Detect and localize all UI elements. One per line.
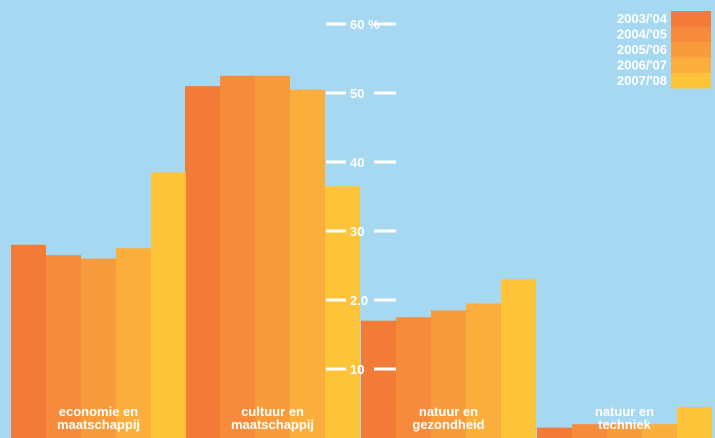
- bar-3-0: [537, 427, 572, 438]
- bar-2-1: [396, 317, 431, 438]
- category-label-0-0: economie en: [59, 404, 139, 419]
- y-tick-label-40: 40: [350, 155, 364, 170]
- y-tick-label-30: 30: [350, 224, 364, 239]
- category-label-2-0: natuur en: [419, 404, 478, 419]
- bar-3-2: [607, 424, 642, 438]
- bar-3-4: [677, 406, 712, 438]
- legend-swatch-3: [671, 57, 711, 73]
- bar-0-2: [81, 258, 116, 438]
- category-label-0-1: maatschappij: [57, 417, 140, 432]
- category-label-2-1: gezondheid: [412, 417, 484, 432]
- bar-0-3: [116, 248, 151, 438]
- legend-swatch-1: [671, 26, 711, 42]
- bar-2-2: [431, 310, 466, 438]
- bar-0-4: [151, 172, 186, 438]
- bar-1-3: [290, 89, 325, 438]
- y-axis: 10 2.0 30 40 50 60 %: [326, 17, 396, 377]
- bar-1-0: [185, 86, 220, 438]
- legend-label-3: 2006/'07: [617, 58, 667, 73]
- legend-label-1: 2004/'05: [617, 27, 667, 42]
- bar-1-2: [255, 75, 290, 438]
- category-label-1-1: maatschappij: [231, 417, 314, 432]
- y-tick-label-20: 2.0: [350, 293, 368, 308]
- bar-3-1: [572, 424, 607, 438]
- legend-label-0: 2003/'04: [617, 11, 668, 26]
- y-tick-label-60: 60 %: [350, 17, 380, 32]
- bars-layer: [11, 75, 712, 438]
- bar-0-0: [11, 244, 46, 438]
- y-tick-label-10: 10: [350, 362, 364, 377]
- legend-swatch-0: [671, 11, 711, 27]
- bar-2-4: [501, 279, 536, 438]
- y-tick-label-50: 50: [350, 86, 364, 101]
- bar-2-3: [466, 303, 501, 438]
- bar-3-3: [642, 424, 677, 438]
- bar-2-0: [361, 320, 396, 438]
- category-label-3-0: natuur en: [595, 404, 654, 419]
- category-label-1-0: cultuur en: [241, 404, 304, 419]
- category-label-3-1: techniek: [598, 417, 652, 432]
- legend-swatch-2: [671, 42, 711, 58]
- bar-0-1: [46, 255, 81, 438]
- bar-1-4: [325, 186, 360, 438]
- legend-swatch-4: [671, 73, 711, 89]
- legend-label-4: 2007/'08: [617, 73, 667, 88]
- bar-1-1: [220, 75, 255, 438]
- legend-label-2: 2005/'06: [617, 42, 667, 57]
